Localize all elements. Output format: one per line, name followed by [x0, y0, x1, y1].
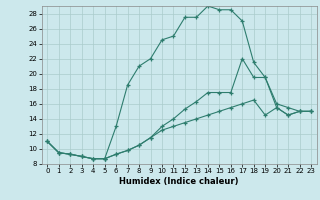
X-axis label: Humidex (Indice chaleur): Humidex (Indice chaleur) [119, 177, 239, 186]
